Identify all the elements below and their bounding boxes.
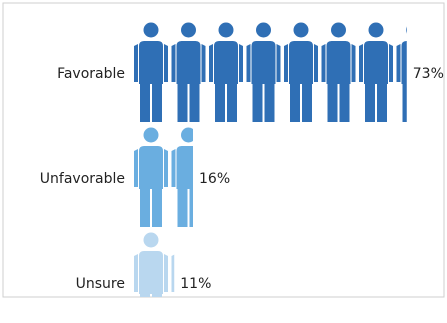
person-head bbox=[143, 232, 159, 248]
icon-bar bbox=[134, 22, 407, 122]
plot-area: Favorable 73% Unfavorable 16% Unsure 11% bbox=[40, 22, 444, 297]
person-head bbox=[181, 127, 193, 143]
person-body bbox=[134, 251, 168, 297]
person-body bbox=[321, 41, 356, 122]
person-head bbox=[143, 22, 159, 38]
category-label: Unsure bbox=[76, 276, 125, 292]
person-body bbox=[209, 41, 243, 122]
icon-bar bbox=[134, 232, 175, 297]
person-head bbox=[218, 22, 234, 38]
person-head bbox=[406, 26, 407, 34]
person-body bbox=[246, 41, 281, 122]
person-body bbox=[171, 146, 193, 227]
value-label: 16% bbox=[199, 171, 230, 187]
icon-bar bbox=[134, 127, 193, 227]
person-head bbox=[368, 22, 384, 38]
person-body bbox=[396, 41, 407, 122]
person-head bbox=[256, 22, 271, 38]
person-head bbox=[181, 22, 196, 38]
person-body bbox=[284, 41, 318, 122]
person-body bbox=[171, 41, 206, 122]
person-body bbox=[134, 146, 168, 227]
category-label: Unfavorable bbox=[40, 171, 125, 187]
person-body bbox=[134, 41, 168, 122]
person-body bbox=[171, 254, 175, 292]
person-head bbox=[293, 22, 309, 38]
value-label: 11% bbox=[180, 276, 211, 292]
category-label: Favorable bbox=[57, 66, 125, 82]
value-label: 73% bbox=[413, 66, 444, 82]
person-body bbox=[359, 41, 393, 122]
person-head bbox=[331, 22, 346, 38]
person-head bbox=[143, 127, 159, 143]
